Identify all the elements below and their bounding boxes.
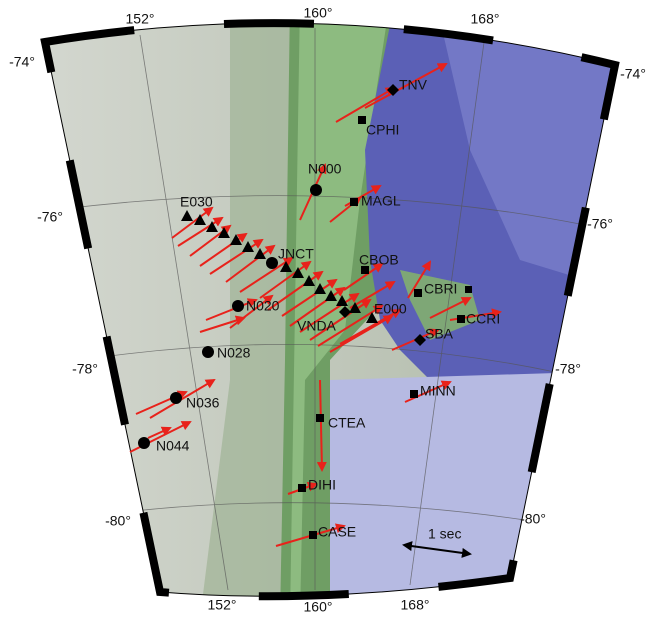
station-marker xyxy=(465,286,472,293)
lon-label: 168° xyxy=(471,11,500,27)
station-label: MAGL xyxy=(361,193,401,209)
station-label: CASE xyxy=(318,524,356,540)
station-label: VNDA xyxy=(297,318,337,334)
station-label: N044 xyxy=(156,438,190,454)
station-marker xyxy=(310,184,322,196)
station-label: E000 xyxy=(374,301,407,317)
station-label: TNV xyxy=(399,77,428,93)
station-label: E030 xyxy=(180,194,213,210)
station-marker xyxy=(202,346,214,358)
lat-label: -80° xyxy=(105,513,131,529)
lon-label: 160° xyxy=(304,599,333,615)
station-marker xyxy=(410,390,418,398)
station-marker xyxy=(138,437,150,449)
station-label: CPHI xyxy=(366,122,399,138)
lon-label: 152° xyxy=(126,11,155,27)
station-label: CBRI xyxy=(424,281,457,297)
lat-label: -78° xyxy=(72,361,98,377)
station-label: CTEA xyxy=(328,415,366,431)
station-marker xyxy=(358,116,366,124)
station-marker xyxy=(350,198,358,206)
station-label: MINN xyxy=(420,383,456,399)
lat-label: -76° xyxy=(587,216,613,232)
station-marker xyxy=(298,484,306,492)
lat-label: -80° xyxy=(520,511,546,527)
station-label: N036 xyxy=(186,395,220,411)
station-marker xyxy=(170,392,182,404)
lat-label: -74° xyxy=(620,66,646,82)
station-label: N028 xyxy=(217,345,251,361)
station-marker xyxy=(316,414,324,422)
station-label: N020 xyxy=(246,298,280,314)
station-marker xyxy=(414,289,422,297)
lon-label: 160° xyxy=(304,5,333,21)
lat-label: -78° xyxy=(555,361,581,377)
lat-label: -76° xyxy=(37,209,63,225)
station-marker xyxy=(266,257,278,269)
station-marker xyxy=(309,531,317,539)
station-label: DIHI xyxy=(308,477,336,493)
lon-label: 152° xyxy=(208,597,237,613)
station-marker xyxy=(232,300,244,312)
station-label: CCRI xyxy=(466,311,500,327)
station-marker xyxy=(457,315,465,323)
map: TNV CPHI N000 MAGL E030 JNCT CBOB CBRI N020 E000 V… xyxy=(0,0,651,618)
scale-label: 1 sec xyxy=(428,526,461,542)
station-label: SBA xyxy=(425,326,454,342)
lon-label: 168° xyxy=(401,597,430,613)
station-label: CBOB xyxy=(359,252,399,268)
station-label: N000 xyxy=(308,161,342,177)
lat-label: -74° xyxy=(9,54,35,70)
station-label: JNCT xyxy=(278,246,314,262)
